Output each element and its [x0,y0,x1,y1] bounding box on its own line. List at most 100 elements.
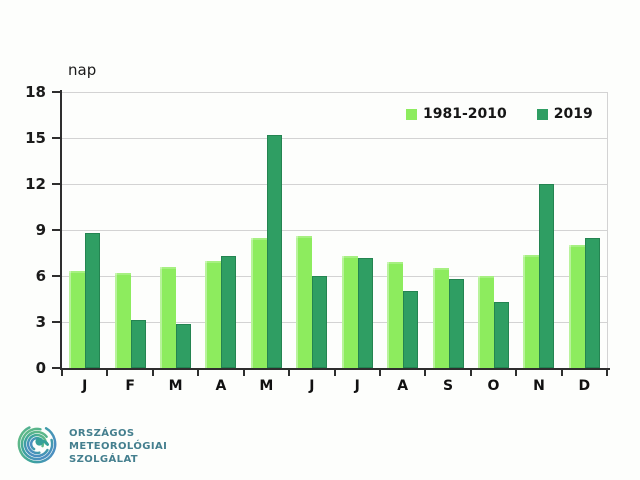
y-tick-label-6: 6 [35,266,46,285]
x-tick-mark-8 [424,370,427,376]
bar-2019 [130,320,146,368]
bar-1981-2010 [478,276,494,368]
month-label-D-12: D [578,378,591,394]
y-axis-unit-label: nap [68,61,97,79]
gridline-3 [62,322,607,324]
x-tick-mark-0 [61,370,63,376]
y-tick-label-9: 9 [35,221,46,239]
swirl-logo-icon [17,421,59,471]
legend-label-2019: 2019 [553,106,593,122]
bars-layer [62,92,607,368]
bar-group-J-1 [62,92,107,368]
x-tick-mark-7 [378,370,381,376]
bar-1981-2010 [160,266,177,368]
bar-1981-2010 [387,262,404,368]
bar-2019 [448,279,464,368]
legend-item-2019: 2019 [536,106,593,122]
gridline-6 [62,276,607,278]
bar-group-S-9 [425,92,470,368]
x-tick-mark-6 [333,370,336,376]
y-tick-mark-18 [52,91,60,93]
bar-2019 [266,134,282,368]
bar-2019 [584,237,600,368]
bar-group-O-10 [471,92,516,368]
x-tick-mark-10 [515,370,518,376]
bar-1981-2010 [250,237,267,368]
bar-2019 [539,184,555,368]
month-label-M-3: M [168,378,183,394]
bar-group-N-11 [516,92,561,368]
month-label-A-8: A [397,378,409,394]
month-label-M-5: M [259,378,274,394]
bar-1981-2010 [69,271,86,368]
plot-area [62,92,607,368]
logo-text-line1: ORSZÁGOS [69,427,135,439]
bar-2019 [176,323,192,368]
gridline-18 [62,92,607,93]
logo-text-line2: METEOROLÓGIAI [69,440,168,452]
bar-2019 [357,257,373,368]
y-tick-mark-9 [52,229,60,231]
month-label-S-9: S [443,378,454,394]
bar-group-J-6 [289,92,334,368]
y-tick-mark-12 [52,182,60,185]
y-tick-label-12: 12 [25,174,46,193]
x-axis-ticks [61,370,608,376]
x-tick-mark-5 [288,370,291,376]
month-label-J-7: J [354,378,360,394]
logo-text-line3: SZOLGÁLAT [69,453,139,465]
bar-2019 [85,233,101,368]
gridline-15 [62,138,607,139]
bar-2019 [312,276,328,368]
bar-2019 [494,302,509,368]
y-axis-labels: 0 3 6 9 12 15 18 [0,83,46,377]
bar-group-J-7 [335,92,380,368]
y-tick-label-15: 15 [25,128,46,147]
x-tick-mark-3 [197,370,200,376]
bar-group-A-4 [198,92,243,368]
y-axis-line [60,90,62,370]
x-tick-mark-2 [151,370,154,376]
y-tick-mark-3 [52,321,60,323]
legend-swatch-1981-2010 [406,108,417,120]
logo-text: ORSZÁGOS METEOROLÓGIAI SZOLGÁLAT [69,427,167,466]
month-label-J-6: J [309,378,315,394]
gridline-9 [62,230,607,231]
plot-right-border [607,92,608,368]
bar-2019 [403,291,419,368]
y-tick-label-3: 3 [35,313,46,331]
omsz-logo: ORSZÁGOS METEOROLÓGIAI SZOLGÁLAT [17,421,167,471]
bar-group-M-3 [153,92,198,368]
y-tick-label-0: 0 [35,359,46,377]
bar-group-D-12 [562,92,607,368]
x-tick-mark-4 [242,370,245,376]
month-label-J-1: J [82,378,88,394]
x-tick-mark-9 [469,370,472,376]
legend-item-1981-2010: 1981-2010 [406,106,507,122]
x-tick-mark-1 [106,370,109,376]
y-axis-ticks [52,91,60,369]
bar-1981-2010 [205,260,222,368]
bar-1981-2010 [523,254,540,368]
month-label-N-11: N [533,378,545,394]
y-tick-mark-15 [52,136,60,139]
month-label-O-10: O [487,378,500,394]
bar-1981-2010 [114,272,131,368]
bar-1981-2010 [296,236,313,368]
y-tick-label-18: 18 [25,83,46,101]
bar-1981-2010 [341,256,358,368]
y-tick-mark-6 [52,274,60,277]
x-tick-mark-11 [560,370,563,376]
bar-1981-2010 [568,245,585,368]
bar-group-M-5 [244,92,289,368]
legend-label-1981-2010: 1981-2010 [423,106,507,122]
legend-swatch-2019 [536,108,548,120]
y-tick-mark-0 [52,367,60,369]
month-label-A-4: A [215,378,227,394]
legend: 1981-2010 2019 [406,106,593,122]
x-axis-line [60,368,610,370]
bar-1981-2010 [432,268,449,368]
x-tick-mark-12 [606,370,608,376]
bar-2019 [221,256,237,368]
